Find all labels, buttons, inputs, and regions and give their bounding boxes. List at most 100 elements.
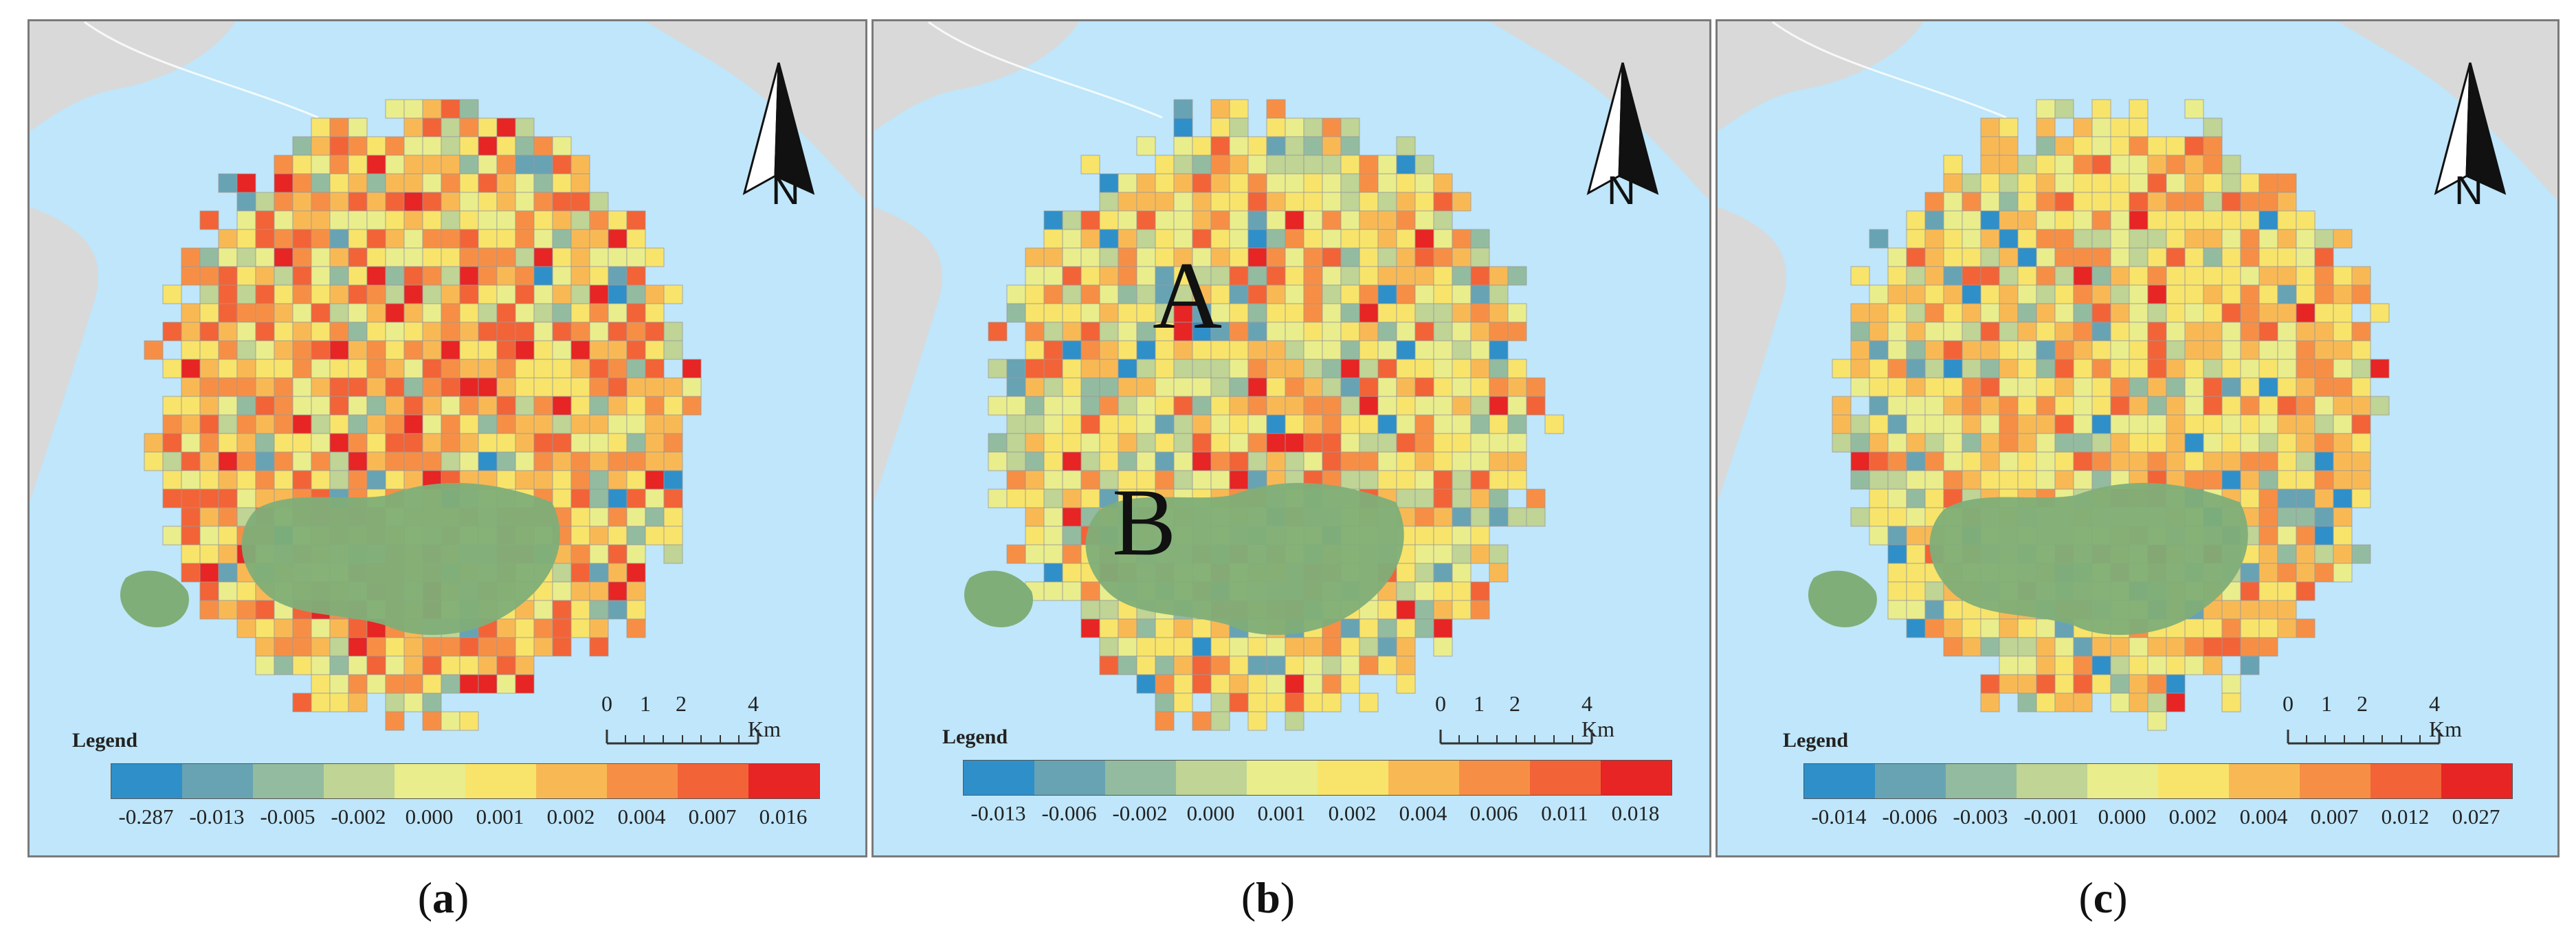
grid-cell bbox=[1452, 359, 1472, 379]
grid-cell bbox=[1099, 470, 1119, 490]
grid-cell bbox=[1099, 266, 1119, 286]
grid-cell bbox=[1414, 173, 1434, 193]
grid-cell bbox=[366, 637, 386, 657]
map-canvas-a bbox=[30, 21, 865, 731]
grid-cell bbox=[1433, 470, 1453, 490]
grid-cell bbox=[1155, 711, 1175, 731]
grid-cell bbox=[1396, 303, 1416, 323]
grid-cell bbox=[1906, 210, 1926, 230]
grid-cell bbox=[515, 117, 535, 137]
grid-cell bbox=[2017, 266, 2037, 286]
grid-cell bbox=[459, 322, 479, 341]
legend-swatch-6 bbox=[2229, 764, 2300, 798]
grid-cell bbox=[626, 340, 646, 360]
grid-cell bbox=[2240, 303, 2260, 323]
grid-cell bbox=[2203, 414, 2223, 434]
grid-cell bbox=[2184, 99, 2204, 119]
grid-cell bbox=[2277, 563, 2297, 583]
grid-cell bbox=[1173, 655, 1193, 675]
grid-cell bbox=[1062, 229, 1082, 249]
legend-value-8: 0.011 bbox=[1541, 801, 1588, 825]
grid-cell bbox=[422, 322, 442, 341]
grid-cell bbox=[1526, 396, 1546, 416]
grid-cell bbox=[608, 600, 628, 620]
grid-cell bbox=[348, 618, 368, 638]
grid-cell bbox=[2036, 359, 2056, 379]
grid-cell bbox=[2091, 674, 2111, 694]
grid-cell bbox=[1906, 488, 1926, 508]
grid-cell bbox=[2258, 229, 2278, 249]
grid-cell bbox=[329, 470, 349, 490]
grid-cell bbox=[1303, 284, 1323, 304]
grid-cell bbox=[2351, 284, 2371, 304]
grid-cell bbox=[1470, 488, 1490, 508]
grid-cell bbox=[2054, 433, 2074, 453]
grid-cell bbox=[1062, 526, 1082, 546]
grid-cell bbox=[385, 284, 405, 304]
grid-cell bbox=[608, 488, 628, 508]
grid-cell bbox=[1118, 266, 1137, 286]
grid-cell bbox=[422, 637, 442, 657]
grid-cell bbox=[1433, 210, 1453, 230]
grid-cell bbox=[1099, 618, 1119, 638]
grid-cell bbox=[2073, 433, 2093, 453]
grid-cell bbox=[2240, 396, 2260, 416]
grid-cell bbox=[1452, 284, 1472, 304]
grid-cell bbox=[311, 136, 331, 156]
grid-cell bbox=[533, 377, 553, 397]
grid-cell bbox=[2129, 266, 2148, 286]
grid-cell bbox=[2091, 377, 2111, 397]
grid-cell bbox=[533, 618, 553, 638]
grid-cell bbox=[441, 322, 460, 341]
grid-cell bbox=[1452, 303, 1472, 323]
grid-cell bbox=[2184, 470, 2204, 490]
grid-cell bbox=[1377, 377, 1397, 397]
grid-cell bbox=[1210, 155, 1230, 175]
grid-cell bbox=[1887, 470, 1907, 490]
grid-cell bbox=[608, 210, 628, 230]
grid-cell bbox=[385, 470, 405, 490]
grid-cell bbox=[1924, 192, 1944, 212]
grid-cell bbox=[645, 414, 665, 434]
grid-cell bbox=[1943, 155, 1963, 175]
grid-cell bbox=[181, 433, 201, 453]
grid-cell bbox=[1192, 433, 1212, 453]
grid-cell bbox=[1229, 414, 1249, 434]
grid-cell bbox=[2277, 210, 2297, 230]
grid-cell bbox=[1906, 247, 1926, 267]
grid-cell bbox=[2333, 359, 2353, 379]
grid-cell bbox=[329, 284, 349, 304]
grid-cell bbox=[2351, 340, 2371, 360]
grid-cell bbox=[2314, 359, 2334, 379]
grid-cell bbox=[552, 488, 572, 508]
grid-cell bbox=[1303, 322, 1323, 341]
grid-cell bbox=[608, 247, 628, 267]
grid-cell bbox=[1210, 396, 1230, 416]
grid-cell bbox=[988, 359, 1008, 379]
grid-cell bbox=[403, 451, 423, 471]
grid-cell bbox=[1452, 488, 1472, 508]
grid-cell bbox=[1322, 674, 1342, 694]
grid-cell bbox=[1359, 377, 1379, 397]
grid-cell bbox=[570, 229, 590, 249]
legend-swatch-3 bbox=[324, 764, 395, 798]
grid-cell bbox=[348, 693, 368, 712]
grid-cell bbox=[2184, 136, 2204, 156]
legend-value-0: -0.014 bbox=[1811, 805, 1867, 829]
grid-cell bbox=[1173, 637, 1193, 657]
grid-cell bbox=[422, 674, 442, 694]
grid-cell bbox=[1080, 581, 1100, 601]
grid-cell bbox=[1962, 470, 1981, 490]
grid-cell bbox=[2129, 303, 2148, 323]
grid-cell bbox=[2147, 322, 2167, 341]
grid-cell bbox=[2091, 284, 2111, 304]
grid-cell bbox=[181, 340, 201, 360]
grid-cell bbox=[533, 340, 553, 360]
grid-cell bbox=[2166, 192, 2186, 212]
grid-cell bbox=[459, 117, 479, 137]
green-area bbox=[1085, 482, 1404, 636]
grid-cell bbox=[1489, 433, 1509, 453]
grid-cell bbox=[1359, 451, 1379, 471]
grid-cell bbox=[1062, 377, 1082, 397]
grid-cell bbox=[181, 303, 201, 323]
